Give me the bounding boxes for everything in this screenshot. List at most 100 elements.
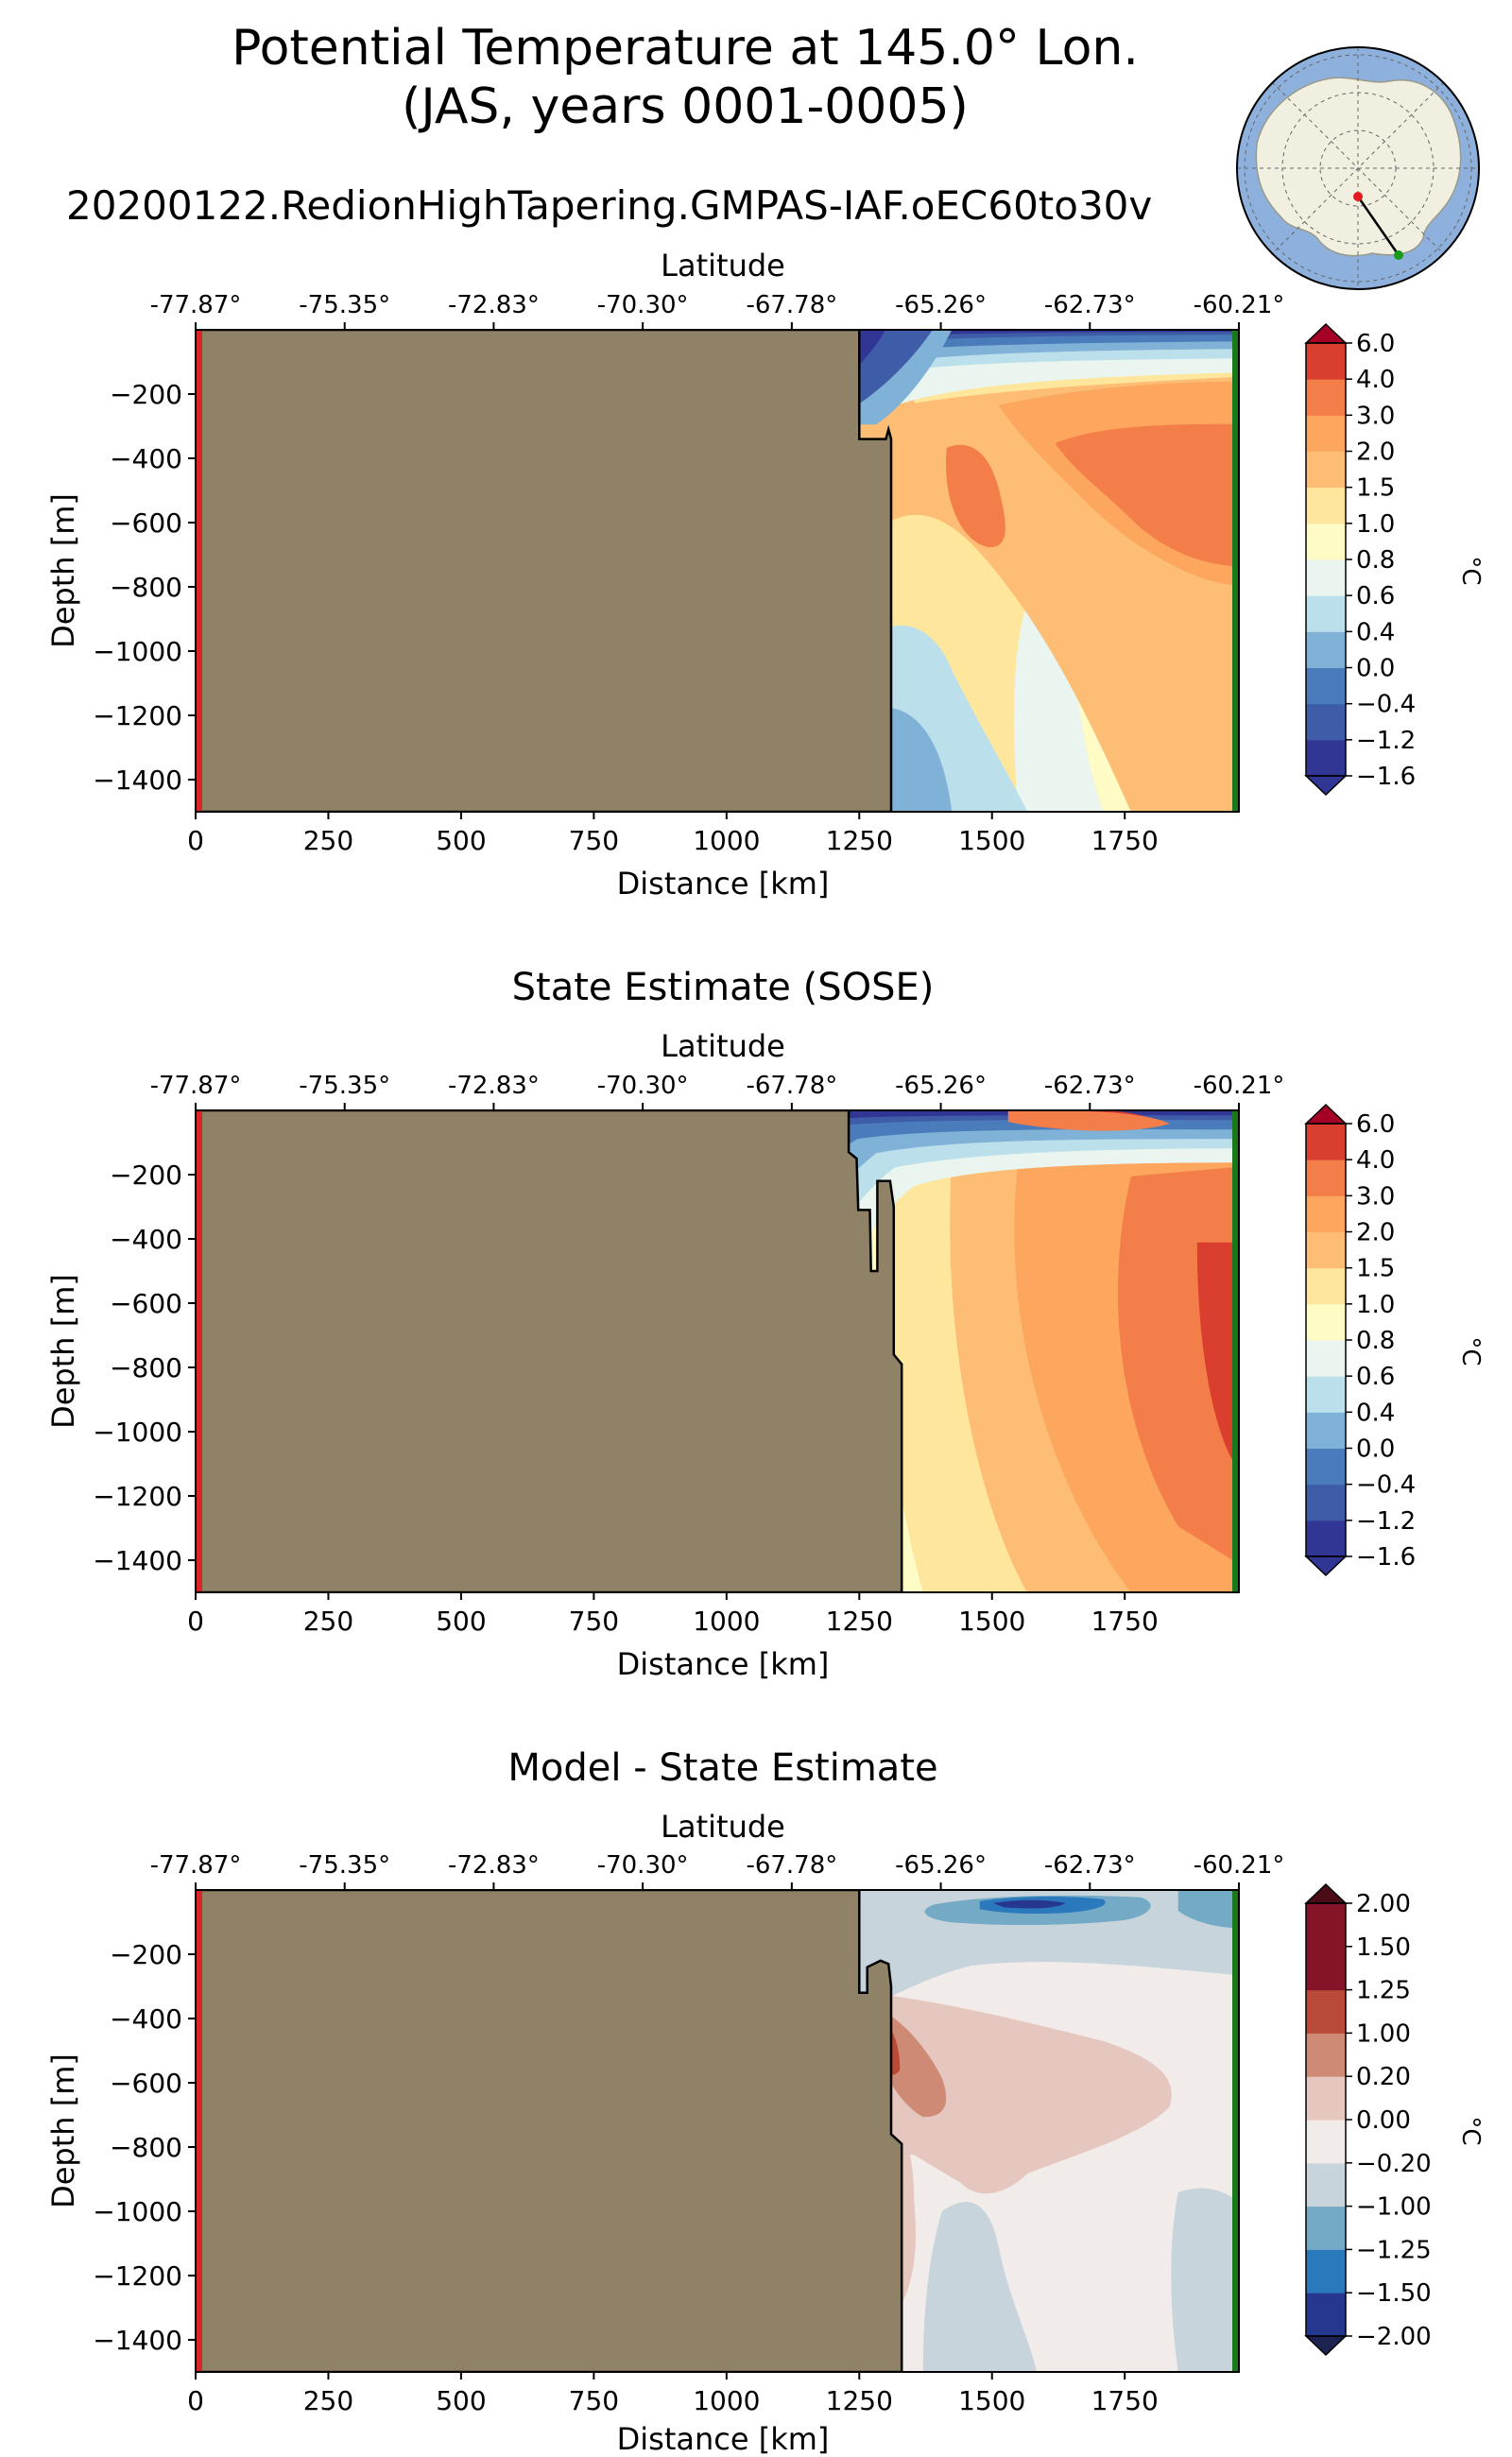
sose-lattick-label: -60.21° [1194,1072,1285,1100]
diff-colorbar-label: 1.00 [1356,2019,1411,2048]
diff-ylabel: Depth [m] [45,2053,81,2208]
diff-lattick-label: -70.30° [597,1851,689,1880]
antarctica-landmass [1255,77,1462,257]
model-colorbar-label: 4.0 [1356,366,1395,394]
diff-colorbar-extend-low [1304,2335,1348,2357]
model-xtick-label: 1500 [958,825,1025,856]
diff-panel-title: Model - State Estimate [507,1746,937,1790]
sose-xtick-label: 1250 [826,1606,893,1637]
sose-colorbar-extend-low [1304,1555,1348,1577]
sose-colorbar-segment [1306,1195,1346,1232]
panel-diff: Model - State Estimate 0 250 500 750 1000 125… [45,1746,1485,2457]
sose-xtick-label: 1000 [693,1606,760,1637]
diff-axes-frame [195,1889,1240,2373]
model-xtick-label: 250 [303,825,353,856]
model-ytick-label: −800 [110,572,182,603]
model-colorbar-segment [1306,739,1346,777]
sose-xtick-label: 500 [436,1606,486,1637]
model-colorbar-unit: °C [1456,556,1485,585]
model-land-mask [196,330,893,812]
model-colorbar-label: 1.5 [1356,474,1395,503]
diff-lattick-label: -62.73° [1044,1851,1136,1880]
sose-lattick-label: -65.26° [895,1072,987,1100]
model-ytick-label: −400 [110,443,182,474]
diff-xtick-label: 0 [187,2385,204,2416]
model-top-axis-label: Latitude [661,248,785,284]
diff-ytick-label: −1200 [93,2260,182,2292]
model-ytick-label: −1200 [93,700,182,731]
sose-land-mask [196,1110,903,1592]
model-ytick-label: −1400 [93,765,182,796]
sose-colorbar-unit: °C [1456,1336,1485,1366]
model-contour-8 [1055,423,1239,567]
diff-contour-10 [922,2202,1038,2372]
sose-colorbar-extend-high [1304,1103,1348,1125]
diff-ytick-label: −1000 [93,2196,182,2227]
model-lattick-label: -60.21° [1194,291,1285,319]
model-ticks: 0 250 500 750 1000 1250 1500 1750 −200 −400 −600 −8… [93,291,1284,856]
model-lattick-label: -75.35° [299,291,390,319]
model-xtick-label: 750 [569,825,619,856]
sose-axes-frame [195,1109,1240,1593]
model-colorbar-segment [1306,379,1346,416]
diff-xtick-label: 500 [436,2385,486,2416]
model-lattick-label: -72.83° [448,291,540,319]
model-start-marker [196,330,202,812]
model-colorbar-label: −1.2 [1356,727,1416,755]
diff-colorbar-label: 1.50 [1356,1933,1411,1962]
diff-lattick-label: -75.35° [299,1851,390,1880]
model-colorbar-segment [1306,343,1346,380]
model-colorbar-segment [1306,703,1346,741]
diff-xtick-label: 250 [303,2385,353,2416]
diff-colorbar-segment [1306,1946,1346,1991]
diff-ytick-label: −200 [110,1939,182,1970]
sose-colorbar-label: −1.6 [1356,1543,1416,1572]
diff-colorbar-label: 0.20 [1356,2063,1411,2091]
diff-xlabel: Distance [km] [617,2421,830,2457]
diff-contour-11 [1171,2188,1239,2372]
diff-colorbar-segment [1306,2076,1346,2121]
sose-panel-title: State Estimate (SOSE) [512,966,935,1009]
sose-colorbar-label: 1.0 [1356,1291,1395,1319]
model-colorbar-segment [1306,523,1346,560]
sose-ytick-label: −600 [110,1288,182,1319]
model-colorbar-label: 0.6 [1356,582,1395,610]
model-xtick-label: 500 [436,825,486,856]
sose-colorbar-segment [1306,1484,1346,1521]
sose-contour-field [196,1110,1239,1592]
panel-sose: State Estimate (SOSE) 0 250 500 750 1000 1250… [45,966,1485,1682]
sose-colorbar-label: 1.5 [1356,1255,1395,1283]
sose-colorbar-segment [1306,1340,1346,1377]
model-lattick-label: -67.78° [746,291,837,319]
diff-colorbar-segment [1306,2293,1346,2337]
figure-title-line2: (JAS, years 0001-0005) [402,78,969,135]
sose-colorbar-label: 0.0 [1356,1435,1395,1464]
model-end-marker [1232,330,1239,812]
sose-colorbar-segment [1306,1448,1346,1486]
sose-ytick-label: −1000 [93,1417,182,1448]
sose-colorbar-label: 3.0 [1356,1182,1395,1211]
model-colorbar-segment [1306,559,1346,596]
model-colorbar-segment [1306,667,1346,705]
diff-contour-field [196,1890,1239,2372]
model-xtick-label: 1000 [693,825,760,856]
sose-colorbar-label: −1.2 [1356,1507,1416,1536]
model-colorbar-label: 0.8 [1356,546,1395,575]
sose-colorbar-segment [1306,1160,1346,1196]
sose-ytick-label: −800 [110,1352,182,1383]
sose-colorbar-segment [1306,1303,1346,1341]
model-xlabel: Distance [km] [617,866,830,902]
diff-colorbar-label: 2.00 [1356,1890,1411,1918]
sose-colorbar-segment [1306,1267,1346,1305]
model-xtick-label: 0 [187,825,204,856]
sose-ytick-label: −1200 [93,1481,182,1512]
diff-colorbar-label: 0.00 [1356,2106,1411,2135]
model-field-contours [828,330,1239,812]
diff-colorbar-segment [1306,2162,1346,2208]
diff-top-axis-label: Latitude [661,1809,785,1845]
sose-xtick-label: 750 [569,1606,619,1637]
sose-colorbar-label: 4.0 [1356,1146,1395,1175]
sose-lattick-label: -70.30° [597,1072,689,1100]
model-colorbar-extend-low [1304,775,1348,797]
sose-colorbar-segment [1306,1376,1346,1413]
